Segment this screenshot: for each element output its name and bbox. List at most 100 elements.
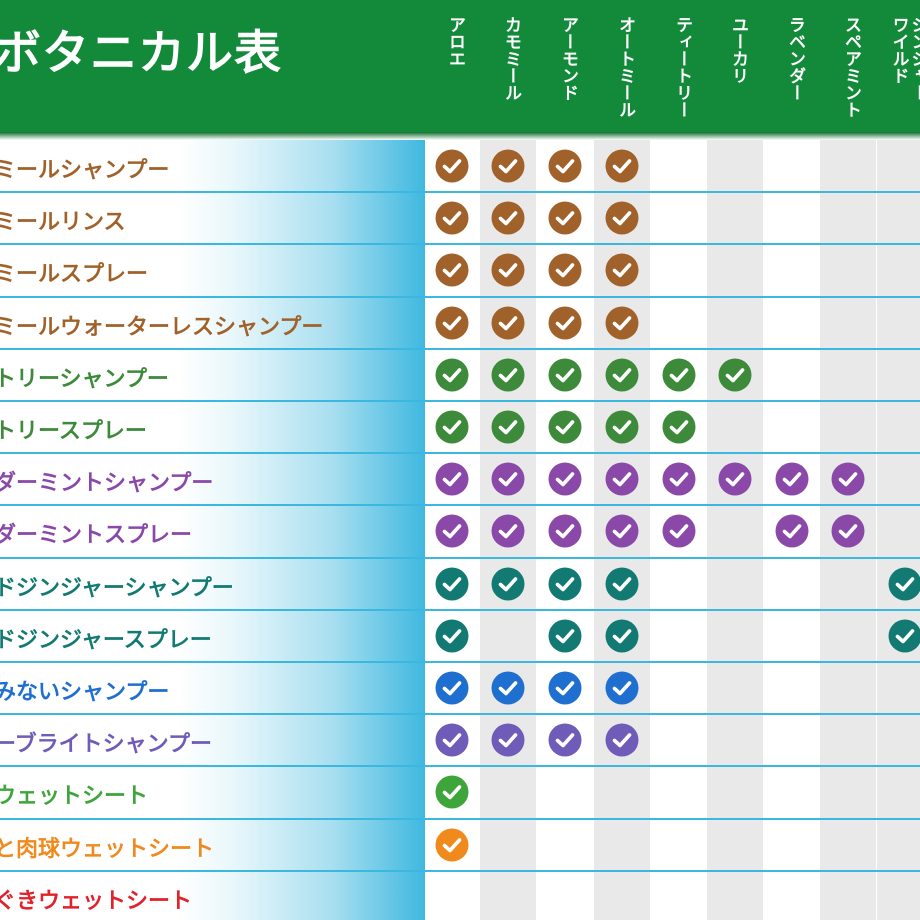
check-icon [662, 358, 696, 392]
table-title: ボタニカル表 [0, 26, 282, 81]
check-icon [888, 619, 920, 653]
check-icon [491, 567, 525, 601]
check-icon [491, 723, 525, 757]
check-icon [548, 567, 582, 601]
column-header: カモミール [501, 16, 521, 101]
table-row: ドジンジャースプレー [0, 610, 920, 662]
column-header: アーモンド [558, 16, 578, 101]
check-icon [435, 358, 469, 392]
product-name: ダーミントシャンプー [0, 471, 214, 497]
table-row: ミールスプレー [0, 244, 920, 296]
check-icon [718, 358, 752, 392]
product-name: ウェットシート [0, 784, 149, 810]
check-icon [718, 462, 752, 496]
check-icon [662, 462, 696, 496]
product-name: ドジンジャースプレー [0, 627, 212, 653]
check-icon [491, 462, 525, 496]
check-icon [491, 149, 525, 183]
column-stripe [877, 140, 920, 920]
check-icon [605, 514, 639, 548]
row-divider [0, 347, 920, 350]
check-icon [435, 306, 469, 340]
product-name: ーブライトシャンプー [0, 732, 213, 758]
table-row: ダーミントシャンプー [0, 453, 920, 505]
check-icon [435, 828, 469, 862]
check-icon [831, 462, 865, 496]
check-icon [775, 462, 809, 496]
row-divider [0, 295, 920, 298]
check-icon [435, 514, 469, 548]
check-icon [548, 201, 582, 235]
check-icon [548, 306, 582, 340]
table-row: ミールリンス [0, 192, 920, 244]
column-header: アロエ [445, 16, 465, 67]
check-icon [831, 514, 865, 548]
check-icon [605, 619, 639, 653]
check-icon [548, 149, 582, 183]
table-row: ぐきウェットシート [0, 871, 920, 920]
table-row: みないシャンプー [0, 662, 920, 714]
column-stripe [707, 140, 763, 920]
product-name: ミールウォーターレスシャンプー [0, 314, 324, 340]
column-header: スペアミント [841, 16, 861, 118]
check-icon [491, 671, 525, 705]
column-header: オートミール [615, 16, 635, 118]
check-icon [548, 671, 582, 705]
product-name: ぐきウェットシート [0, 888, 193, 914]
column-header: ユーカリ [728, 16, 748, 84]
row-divider [0, 452, 920, 455]
check-icon [605, 253, 639, 287]
row-divider [0, 556, 920, 559]
column-header: ジンジャー ワイルド [888, 16, 920, 101]
table-row: ドジンジャーシャンプー [0, 558, 920, 610]
row-divider [0, 191, 920, 194]
check-icon [435, 462, 469, 496]
check-icon [435, 149, 469, 183]
check-icon [548, 619, 582, 653]
check-icon [491, 306, 525, 340]
table-row: トリースプレー [0, 401, 920, 453]
check-icon [435, 671, 469, 705]
row-divider [0, 504, 920, 507]
table-row: ダーミントスプレー [0, 505, 920, 557]
check-icon [605, 306, 639, 340]
row-divider [0, 713, 920, 716]
product-name: トリースプレー [0, 419, 147, 444]
check-icon [548, 410, 582, 444]
product-name: みないシャンプー [0, 680, 170, 705]
column-header: ラベンダー [785, 16, 805, 101]
check-icon [491, 358, 525, 392]
check-icon [435, 253, 469, 287]
check-icon [435, 410, 469, 444]
check-icon [605, 358, 639, 392]
row-divider [0, 869, 920, 872]
check-icon [435, 723, 469, 757]
row-label-panel [0, 140, 425, 920]
check-icon [605, 723, 639, 757]
check-icon [491, 253, 525, 287]
product-name: トリーシャンプー [0, 366, 169, 392]
table-header: ボタニカル表 アロエ カモミール アーモンド オートミール ティートリー ユーカリ ラベンダ… [0, 0, 920, 135]
product-name: ダーミントスプレー [0, 523, 193, 549]
check-icon [662, 514, 696, 548]
product-name: ドジンジャーシャンプー [0, 575, 234, 601]
product-name: と肉球ウェットシート [0, 836, 215, 862]
product-name: ミールシャンプー [0, 158, 170, 183]
row-divider [0, 243, 920, 246]
check-icon [491, 201, 525, 235]
header-divider [0, 132, 920, 140]
row-divider [0, 400, 920, 402]
check-icon [605, 462, 639, 496]
row-divider [0, 817, 920, 820]
check-icon [435, 775, 469, 809]
check-icon [548, 514, 582, 548]
check-icon [662, 410, 696, 444]
check-icon [605, 410, 639, 444]
check-icon [605, 149, 639, 183]
row-divider [0, 765, 920, 768]
table-row: トリーシャンプー [0, 349, 920, 401]
table-row: ミールシャンプー [0, 140, 920, 192]
check-icon [605, 671, 639, 705]
table-row: と肉球ウェットシート [0, 819, 920, 871]
